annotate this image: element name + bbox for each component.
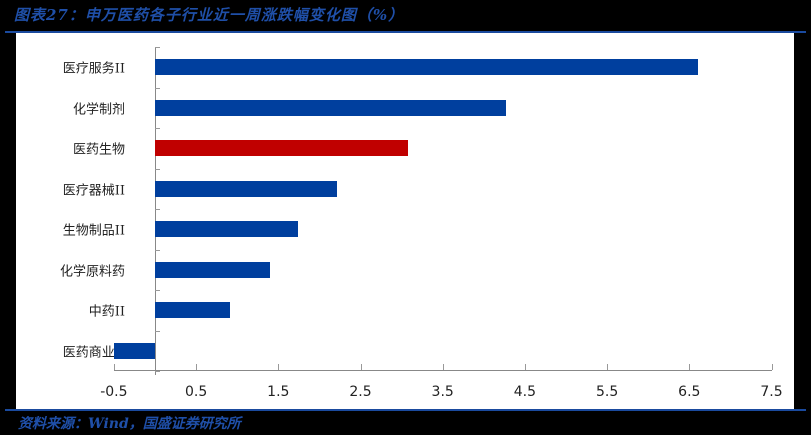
chart-title: 图表27：申万医药各子行业近一周涨跌幅变化图（%） [14, 6, 405, 24]
y-tick [155, 290, 160, 291]
x-tick-label: 6.5 [678, 384, 701, 400]
x-tick [771, 364, 773, 370]
bar [155, 140, 409, 157]
category-label: 中药II [88, 304, 125, 320]
y-tick [155, 249, 160, 251]
y-tick [155, 168, 160, 170]
x-tick-label: -0.5 [100, 384, 128, 400]
x-tick [524, 364, 526, 370]
y-axis-line [155, 47, 156, 375]
x-tick-label: 0.5 [184, 384, 208, 400]
category-label: 化学原料药 [59, 264, 125, 280]
source-note: 资料来源：Wind，国盛证券研究所 [18, 416, 241, 432]
y-tick [155, 371, 160, 372]
category-label: 医药商业II [62, 345, 125, 361]
category-label: 化学制剂 [72, 102, 125, 118]
x-tick [113, 364, 115, 370]
y-tick [155, 330, 160, 332]
x-tick-label: 4.5 [513, 384, 537, 400]
x-tick-label: 1.5 [267, 384, 290, 400]
bar [113, 342, 155, 359]
bar [155, 99, 506, 116]
x-tick-label: 3.5 [431, 384, 454, 400]
x-tick-label: 5.5 [595, 384, 619, 400]
y-tick [155, 128, 160, 129]
x-tick [196, 364, 198, 370]
y-tick [155, 209, 160, 210]
bar [155, 221, 299, 238]
y-tick [155, 47, 160, 48]
category-label: 医药生物 [72, 142, 125, 158]
x-tick-label: 7.5 [760, 384, 783, 400]
bar [155, 59, 698, 76]
x-tick [689, 364, 691, 370]
bar [155, 302, 230, 319]
x-tick [360, 364, 362, 370]
x-tick [607, 364, 609, 370]
bar [155, 180, 337, 197]
category-label: 医疗服务II [62, 61, 125, 77]
category-label: 生物制品II [62, 223, 125, 239]
x-tick-label: 2.5 [349, 384, 372, 400]
x-tick [278, 364, 280, 370]
bar [155, 261, 271, 278]
x-tick [442, 364, 444, 370]
bottom-rule [5, 409, 806, 411]
y-tick [155, 87, 160, 89]
category-label: 医疗器械II [62, 183, 125, 199]
x-axis-line [114, 370, 772, 371]
top-rule [5, 31, 806, 33]
